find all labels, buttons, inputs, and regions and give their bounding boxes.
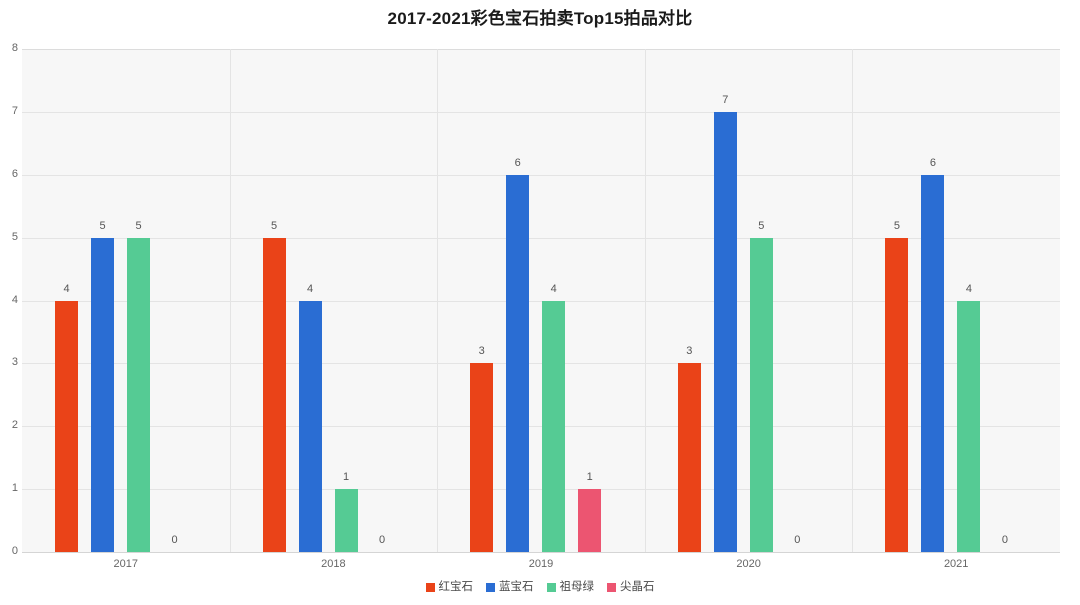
bar-value-label: 4 <box>307 282 314 295</box>
gridline-horizontal <box>22 363 1060 364</box>
gridline-vertical <box>437 49 438 552</box>
bar[interactable] <box>542 300 566 552</box>
bar-value-label: 5 <box>271 219 278 232</box>
bar-value-label: 6 <box>514 156 521 169</box>
bar-value-label: 7 <box>722 93 729 106</box>
y-axis-tick-label: 3 <box>11 356 18 369</box>
bar[interactable] <box>262 237 286 552</box>
x-axis-tick-label: 2019 <box>528 558 554 570</box>
legend-item-label: 祖母绿 <box>559 581 595 593</box>
legend-swatch-icon <box>546 582 556 592</box>
legend-item[interactable]: 祖母绿 <box>546 581 595 593</box>
legend-item-label: 红宝石 <box>438 581 474 593</box>
bar-value-label: 4 <box>965 282 972 295</box>
bar-value-label: 4 <box>63 282 70 295</box>
gridline-vertical <box>852 49 853 552</box>
x-axis-tick-label: 2021 <box>943 558 969 570</box>
legend-item[interactable]: 尖晶石 <box>607 581 655 593</box>
bar[interactable] <box>677 363 701 552</box>
y-axis-tick-label: 5 <box>11 230 18 243</box>
chart-legend: 红宝石 蓝宝石 祖母绿 尖晶石 <box>0 581 1080 593</box>
y-axis-tick-label: 4 <box>11 293 18 306</box>
bar-value-label: 1 <box>343 471 350 484</box>
gridline-horizontal <box>22 238 1060 239</box>
bar-value-label: 5 <box>758 219 765 232</box>
plot-inner <box>22 49 1060 552</box>
bar[interactable] <box>470 363 494 552</box>
bar-value-label: 3 <box>478 345 485 358</box>
bar[interactable] <box>55 300 78 552</box>
bar-value-label: 5 <box>135 219 142 232</box>
gridline-horizontal <box>22 489 1060 490</box>
gridline-vertical <box>230 49 231 552</box>
bar[interactable] <box>921 174 945 552</box>
bar[interactable] <box>957 300 981 552</box>
y-axis-tick-label: 0 <box>11 545 18 557</box>
legend-swatch-icon <box>425 582 435 592</box>
bar-value-label: 0 <box>379 534 386 546</box>
bar[interactable] <box>713 111 737 552</box>
bar-value-label: 5 <box>99 219 106 232</box>
gridline-horizontal <box>22 49 1060 50</box>
y-axis-tick-label: 2 <box>11 419 18 432</box>
bar[interactable] <box>749 237 773 552</box>
bar[interactable] <box>506 174 530 552</box>
bar-value-label: 3 <box>686 345 693 358</box>
bar[interactable] <box>91 237 114 552</box>
bar-value-label: 5 <box>893 219 900 232</box>
bar[interactable] <box>578 489 602 552</box>
gridline-vertical <box>645 49 646 552</box>
x-axis-tick-label: 2020 <box>736 558 761 570</box>
bar[interactable] <box>334 489 358 552</box>
y-axis-tick-label: 8 <box>11 42 18 54</box>
x-axis-tick-label: 2017 <box>113 558 139 570</box>
bar-value-label: 1 <box>586 471 593 484</box>
gridline-horizontal <box>22 301 1060 302</box>
bar-value-label: 6 <box>929 156 936 169</box>
chart-title: 2017-2021彩色宝石拍卖Top15拍品对比 <box>387 9 693 28</box>
y-axis-tick-label: 6 <box>11 167 18 180</box>
bar-value-label: 0 <box>1001 534 1008 546</box>
bar[interactable] <box>127 237 150 552</box>
legend-swatch-icon <box>486 582 495 592</box>
gridline-horizontal <box>22 112 1060 113</box>
bar-value-label: 4 <box>550 282 557 295</box>
bar[interactable] <box>885 237 909 552</box>
legend-item-label: 蓝宝石 <box>499 581 534 593</box>
x-axis-tick-label: 2018 <box>321 558 346 570</box>
y-axis-tick-label: 7 <box>11 104 18 117</box>
legend-item[interactable]: 蓝宝石 <box>486 581 534 593</box>
bar-value-label: 0 <box>171 534 178 546</box>
legend-item[interactable]: 红宝石 <box>425 581 474 593</box>
bar-value-label: 0 <box>794 534 801 546</box>
gridline-horizontal <box>22 175 1060 176</box>
gridline-horizontal <box>22 426 1060 427</box>
legend-item-label: 尖晶石 <box>620 581 655 593</box>
y-axis-tick-label: 1 <box>11 482 18 495</box>
bar[interactable] <box>298 300 322 552</box>
x-axis-baseline <box>22 552 1060 553</box>
legend-swatch-icon <box>607 582 616 592</box>
